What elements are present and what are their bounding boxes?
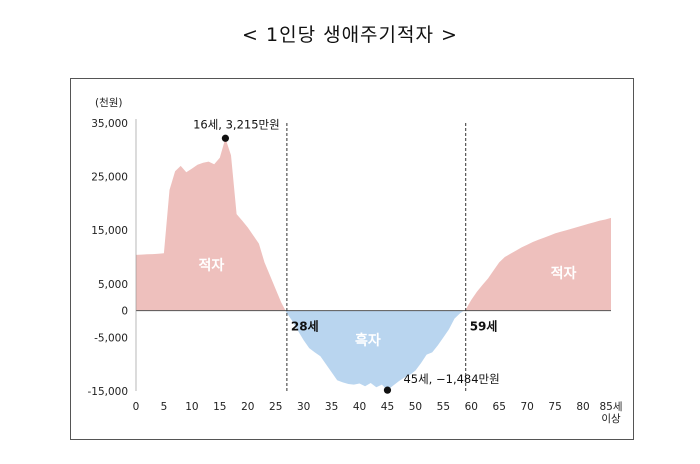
x-tick-label-8: 40 bbox=[353, 401, 366, 413]
chart-title: < 1인당 생애주기적자 > bbox=[242, 24, 458, 46]
annotation-label-0: 16세, 3,215만원 bbox=[193, 117, 280, 131]
x-tick-label-0: 0 bbox=[133, 401, 140, 413]
x-tick-label-13: 65 bbox=[493, 401, 506, 413]
y-unit-label: (천원) bbox=[95, 97, 123, 109]
y-tick-label-5: -5,000 bbox=[94, 332, 128, 344]
x-tick-label-3: 15 bbox=[213, 401, 226, 413]
area-label-2: 적자 bbox=[551, 265, 577, 282]
y-tick-label-1: 25,000 bbox=[91, 172, 128, 184]
deficit-area-0 bbox=[136, 138, 286, 311]
y-tick-label-0: 35,000 bbox=[91, 118, 128, 130]
area-label-0: 적자 bbox=[199, 257, 225, 274]
x-tick-label-14: 70 bbox=[520, 401, 533, 413]
y-tick-label-3: 5,000 bbox=[98, 279, 128, 291]
x-tick-label-15: 75 bbox=[548, 401, 561, 413]
x-tick-label-4: 20 bbox=[241, 401, 254, 413]
x-tick-label-7: 35 bbox=[325, 401, 338, 413]
x-tick-label-11: 55 bbox=[437, 401, 450, 413]
life-cycle-deficit-chart: 35,000 25,000 15,000 5,000 0 -5,000 -15,000 0 5… bbox=[87, 97, 622, 425]
crossing-label-1: 59세 bbox=[470, 319, 498, 334]
y-tick-label-6: -15,000 bbox=[87, 386, 128, 398]
crossing-label-0: 28세 bbox=[291, 319, 319, 334]
chart-frame: 35,000 25,000 15,000 5,000 0 -5,000 -15,000 0 5… bbox=[70, 78, 634, 440]
annotation-point-1 bbox=[383, 386, 392, 394]
annotation-label-1: 45세, −1,484만원 bbox=[403, 372, 499, 386]
area-label-1: 흑자 bbox=[355, 332, 381, 349]
x-tick-label-5: 25 bbox=[269, 401, 282, 413]
x-tick-label-17-line2: 이상 bbox=[601, 413, 621, 425]
annotation-point-0 bbox=[221, 134, 230, 142]
x-tick-label-12: 60 bbox=[465, 401, 478, 413]
x-tick-label-10: 50 bbox=[409, 401, 422, 413]
x-tick-label-9: 45 bbox=[381, 401, 394, 413]
y-tick-label-2: 15,000 bbox=[91, 225, 128, 237]
x-tick-label-17: 85세 bbox=[599, 401, 622, 413]
x-tick-label-6: 30 bbox=[297, 401, 310, 413]
x-tick-label-16: 80 bbox=[576, 401, 589, 413]
y-tick-label-4: 0 bbox=[121, 306, 128, 318]
surplus-area-1 bbox=[285, 310, 465, 391]
x-tick-label-2: 10 bbox=[185, 401, 198, 413]
deficit-area-2 bbox=[464, 217, 611, 311]
x-tick-label-1: 5 bbox=[161, 401, 168, 413]
